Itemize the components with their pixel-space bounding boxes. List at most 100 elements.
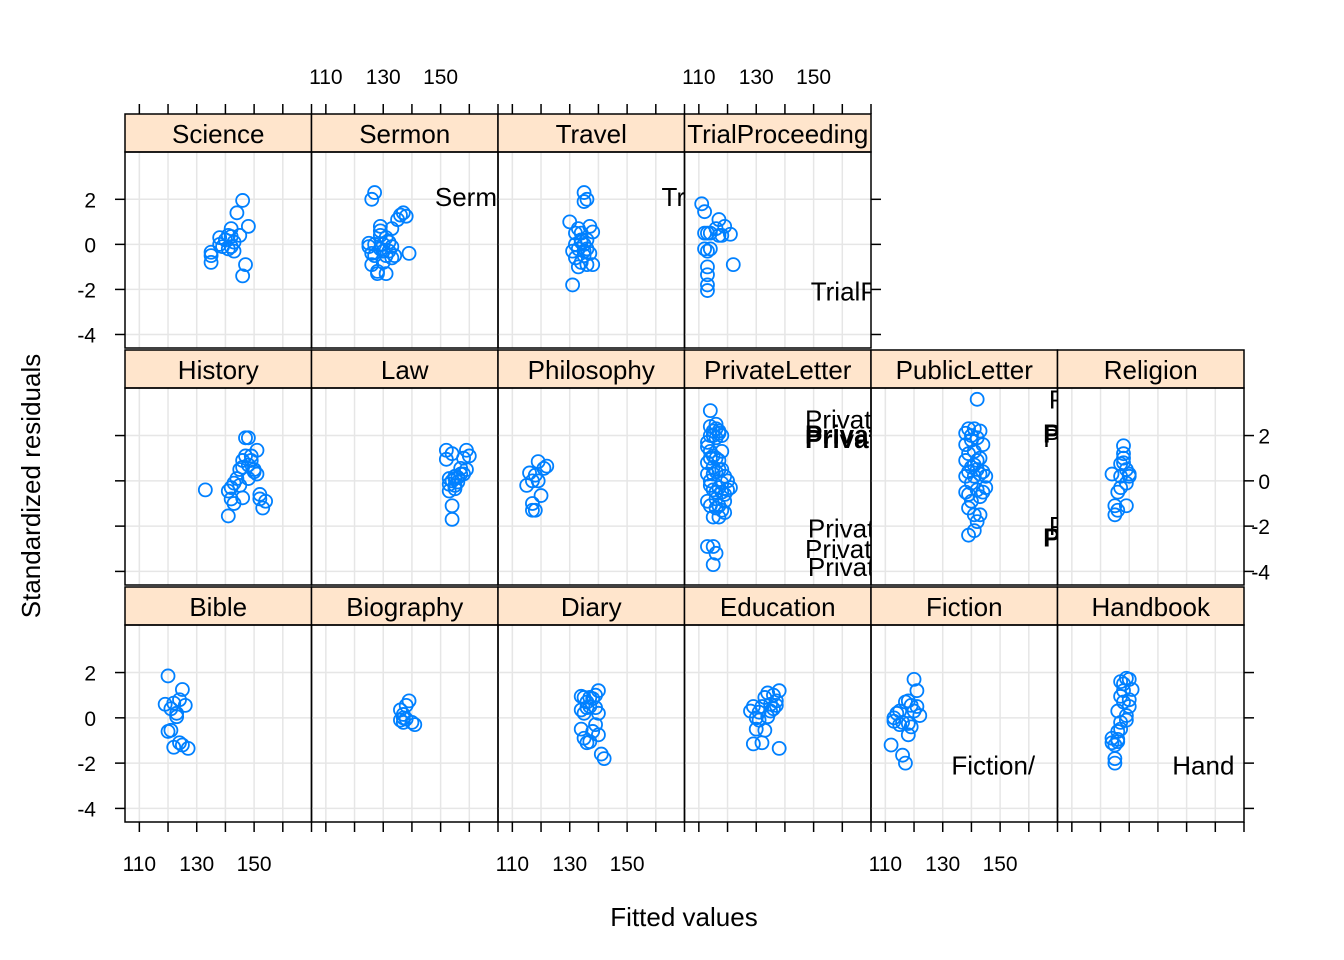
strip-label: PublicLetter	[896, 355, 1034, 385]
data-point	[958, 468, 974, 484]
data-point	[525, 473, 540, 489]
data-point	[398, 208, 414, 224]
data-point	[393, 712, 408, 728]
data-point	[1116, 446, 1131, 462]
y-tick-label: 0	[84, 708, 96, 731]
panel-points	[157, 668, 196, 756]
data-point	[461, 448, 477, 464]
data-point	[220, 227, 236, 243]
data-point	[401, 693, 417, 709]
data-point	[700, 277, 715, 293]
data-point	[576, 194, 592, 209]
strip-background	[1056, 586, 1245, 626]
data-point	[700, 243, 715, 259]
panel-handbook: Handbook	[1056, 586, 1245, 823]
data-point	[591, 683, 606, 699]
panel-points	[203, 193, 256, 284]
x-tick-label: 130	[179, 853, 214, 876]
data-point	[203, 244, 219, 260]
data-point	[372, 241, 388, 257]
data-point	[1116, 455, 1131, 471]
panel-grid	[125, 152, 312, 348]
point-annotation: Privat	[805, 424, 878, 454]
strip-label: Handbook	[1091, 592, 1211, 622]
point-annotation: Hand	[1172, 750, 1234, 780]
data-point	[527, 502, 543, 518]
data-point	[1118, 498, 1134, 514]
data-point	[745, 736, 761, 752]
data-point	[223, 239, 239, 255]
data-point	[593, 746, 609, 762]
data-point	[174, 682, 190, 697]
data-point	[909, 699, 925, 714]
data-point	[573, 721, 589, 737]
x-tick-label: 150	[796, 66, 831, 89]
data-point	[714, 428, 730, 443]
panel-points	[393, 693, 423, 733]
strip-label: Religion	[1104, 355, 1198, 385]
panel-grid	[871, 625, 1058, 822]
data-point	[255, 500, 271, 516]
data-point	[702, 241, 718, 257]
panel-points	[694, 196, 741, 298]
panel-points	[519, 454, 555, 518]
data-point	[404, 714, 420, 730]
panel-grid	[684, 625, 871, 822]
data-point	[249, 442, 265, 458]
panel-points	[438, 442, 477, 527]
x-tick-label: 130	[739, 66, 774, 89]
panel-grid	[498, 388, 685, 585]
panel-points	[883, 671, 928, 771]
panel-history: History	[124, 349, 313, 586]
data-point	[387, 248, 403, 264]
data-point	[702, 403, 718, 419]
data-point	[895, 747, 910, 763]
data-point	[220, 508, 236, 524]
data-point	[367, 185, 383, 200]
point-annotation: Privat	[805, 419, 878, 449]
data-point	[966, 523, 982, 539]
data-point	[579, 257, 595, 273]
data-point	[757, 722, 773, 738]
data-point	[536, 460, 552, 476]
strip-background	[310, 349, 499, 389]
point-annotation: P	[1049, 511, 1066, 541]
x-tick-label: 110	[309, 66, 342, 89]
data-point	[771, 741, 787, 756]
panel-grid	[1057, 625, 1244, 822]
data-point	[533, 488, 549, 503]
data-point	[444, 498, 460, 514]
y-tick-label: 0	[84, 234, 96, 257]
data-point	[579, 232, 595, 248]
data-point	[240, 430, 256, 446]
data-point	[407, 717, 423, 733]
data-point	[395, 205, 411, 221]
data-point	[235, 459, 251, 475]
panel-grid	[684, 152, 871, 348]
data-point	[235, 268, 251, 284]
axes: 110 130 150 110 130 150 110 130 150 110 130 150 110 1…	[77, 66, 1270, 876]
data-point	[714, 227, 730, 243]
data-point	[903, 719, 919, 735]
data-point	[1118, 475, 1134, 491]
data-point	[700, 493, 715, 509]
data-point	[725, 257, 741, 273]
data-point	[768, 697, 784, 713]
strip-label: History	[178, 355, 259, 385]
data-point	[1121, 466, 1137, 482]
data-point	[401, 245, 417, 261]
point-annotation: TrialP	[811, 277, 878, 307]
x-tick-label: 150	[983, 853, 1018, 876]
panel-frame	[1056, 387, 1245, 586]
data-point	[969, 514, 985, 529]
data-point	[1110, 731, 1126, 747]
data-point	[240, 218, 256, 234]
y-tick-label: -4	[77, 324, 96, 347]
strip-label: TrialProceeding	[687, 119, 868, 149]
data-point	[714, 475, 730, 491]
data-point	[232, 462, 248, 477]
data-point	[708, 416, 724, 432]
data-point	[525, 496, 540, 511]
data-point	[697, 241, 712, 257]
panel-religion: Religion	[1056, 349, 1245, 586]
